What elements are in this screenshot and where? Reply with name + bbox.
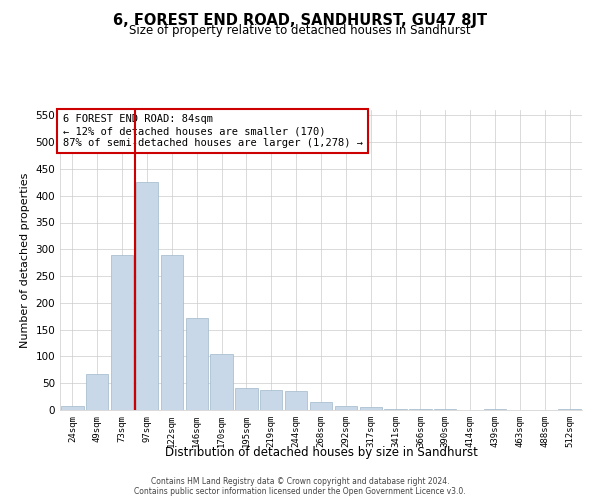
Bar (86, 374, 109, 410)
Bar (185, 318, 208, 410)
Bar (260, 390, 283, 410)
Bar (559, 409, 581, 410)
Text: Size of property relative to detached houses in Sandhurst: Size of property relative to detached ho… (129, 24, 471, 37)
Bar (136, 182, 158, 410)
Bar (385, 409, 407, 410)
Text: 6, FOREST END ROAD, SANDHURST, GU47 8JT: 6, FOREST END ROAD, SANDHURST, GU47 8JT (113, 12, 487, 28)
Text: 6 FOREST END ROAD: 84sqm
← 12% of detached houses are smaller (170)
87% of semi-: 6 FOREST END ROAD: 84sqm ← 12% of detach… (62, 114, 362, 148)
Bar (61, 406, 83, 410)
Bar (111, 254, 133, 410)
Bar (484, 409, 506, 410)
Text: Distribution of detached houses by size in Sandhurst: Distribution of detached houses by size … (164, 446, 478, 459)
Bar (335, 406, 357, 410)
Bar (359, 408, 382, 410)
Bar (211, 354, 233, 410)
Text: Contains public sector information licensed under the Open Government Licence v3: Contains public sector information licen… (134, 486, 466, 496)
Bar (409, 409, 431, 410)
Y-axis label: Number of detached properties: Number of detached properties (20, 172, 30, 348)
Bar (161, 254, 183, 410)
Bar (235, 388, 257, 410)
Bar (434, 409, 457, 410)
Bar (285, 391, 307, 410)
Text: Contains HM Land Registry data © Crown copyright and database right 2024.: Contains HM Land Registry data © Crown c… (151, 476, 449, 486)
Bar (310, 402, 332, 410)
